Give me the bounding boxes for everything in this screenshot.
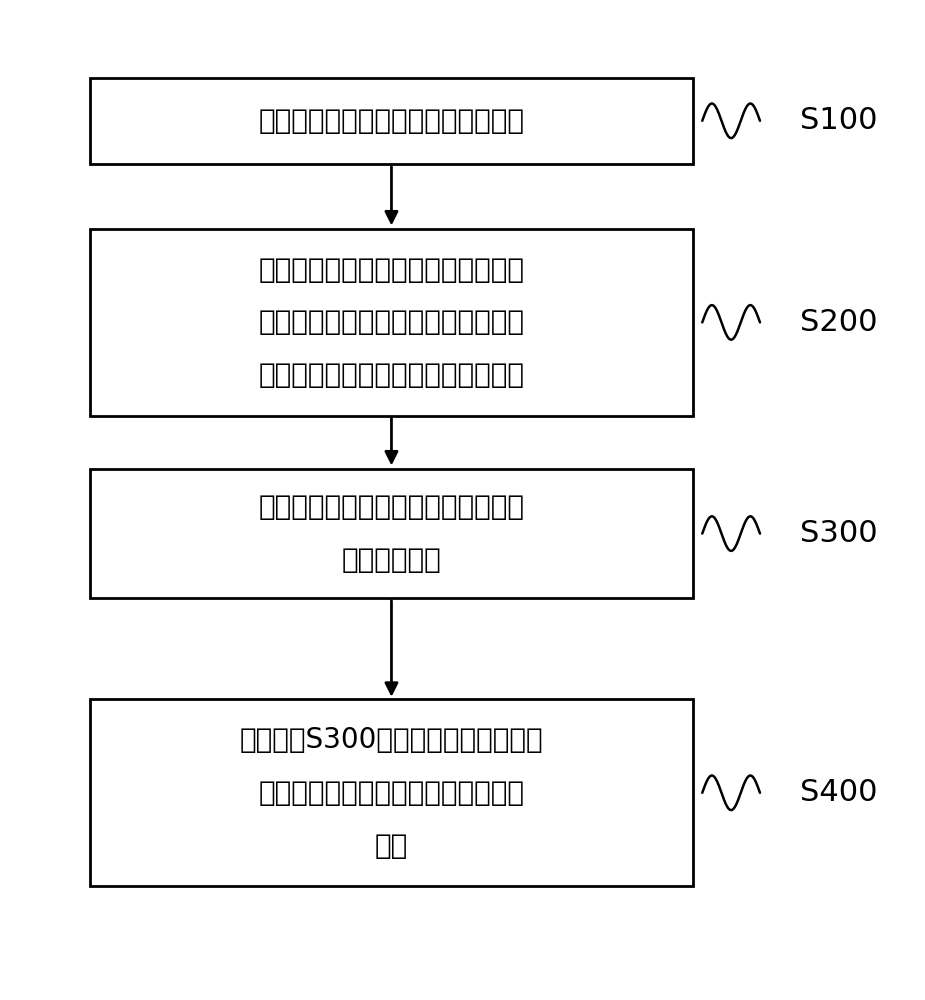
Text: 计算步骤S300确定的温度范围的中值: 计算步骤S300确定的温度范围的中值 [240,726,543,754]
Text: S100: S100 [800,106,878,135]
Text: 拌和温度下沥青与集料界面的粘附功: 拌和温度下沥青与集料界面的粘附功 [258,361,524,389]
FancyBboxPatch shape [90,469,694,598]
FancyBboxPatch shape [90,229,694,416]
Text: ，进而确定沥青混合料的最适宜拌合: ，进而确定沥青混合料的最适宜拌合 [258,779,524,807]
Text: S200: S200 [800,308,878,337]
Text: 沥青表面能参数测试结果，得到不同: 沥青表面能参数测试结果，得到不同 [258,308,524,336]
Text: S400: S400 [800,778,878,807]
FancyBboxPatch shape [90,699,694,886]
Text: S300: S300 [800,519,878,548]
Text: 温度: 温度 [375,832,408,860]
FancyBboxPatch shape [90,78,694,164]
Text: 获取热熔态沥青表面能参数测试结果: 获取热熔态沥青表面能参数测试结果 [258,107,524,135]
Text: 确定沥青与集料界面的粘附功的峰值: 确定沥青与集料界面的粘附功的峰值 [258,493,524,521]
Text: 根据粘附功计算公式，并结合热熔态: 根据粘附功计算公式，并结合热熔态 [258,256,524,284]
Text: 所在温度范围: 所在温度范围 [341,546,441,574]
